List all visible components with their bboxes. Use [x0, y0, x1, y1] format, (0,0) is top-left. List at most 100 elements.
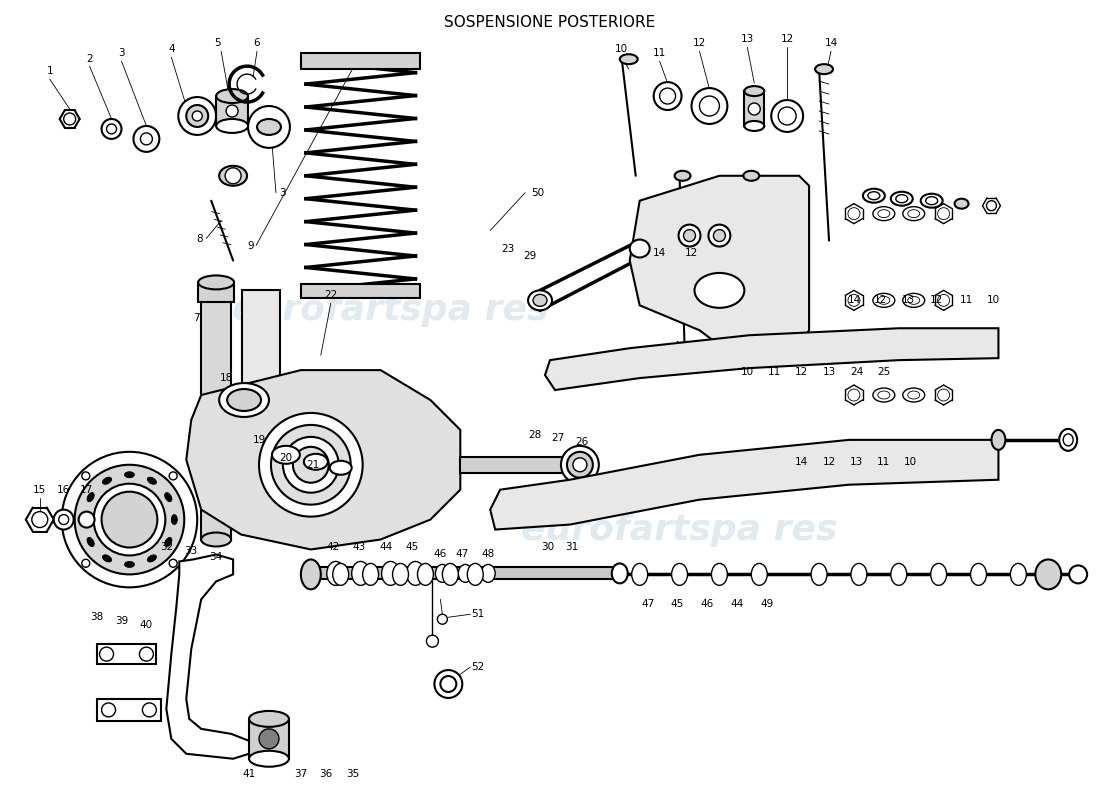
Ellipse shape — [751, 563, 767, 586]
Ellipse shape — [81, 514, 88, 525]
Text: 38: 38 — [90, 612, 103, 622]
Text: 3: 3 — [118, 48, 124, 58]
Ellipse shape — [712, 563, 727, 586]
Bar — [745, 91, 764, 126]
Ellipse shape — [363, 563, 378, 586]
Ellipse shape — [873, 206, 894, 221]
Ellipse shape — [192, 111, 202, 121]
Ellipse shape — [442, 563, 459, 586]
Text: SOSPENSIONE POSTERIORE: SOSPENSIONE POSTERIORE — [444, 15, 656, 30]
Circle shape — [101, 703, 116, 717]
Text: 45: 45 — [671, 599, 684, 610]
Text: 50: 50 — [531, 188, 544, 198]
Text: 10: 10 — [904, 457, 917, 466]
Circle shape — [94, 484, 165, 555]
Text: eurofartspa res: eurofartspa res — [521, 513, 838, 546]
Text: 31: 31 — [565, 542, 579, 553]
Text: 8: 8 — [196, 234, 202, 243]
Ellipse shape — [921, 194, 943, 208]
Ellipse shape — [745, 86, 764, 96]
Text: 45: 45 — [406, 542, 419, 553]
Bar — [311, 567, 619, 579]
Ellipse shape — [272, 446, 300, 464]
Ellipse shape — [908, 210, 920, 218]
Ellipse shape — [257, 119, 280, 135]
Ellipse shape — [304, 454, 328, 470]
Ellipse shape — [217, 119, 249, 133]
Ellipse shape — [102, 555, 111, 562]
Ellipse shape — [198, 275, 234, 290]
Circle shape — [227, 105, 238, 117]
Ellipse shape — [87, 493, 95, 502]
Text: 24: 24 — [850, 367, 864, 377]
Circle shape — [75, 465, 185, 574]
Text: 25: 25 — [877, 367, 891, 377]
Ellipse shape — [393, 563, 408, 586]
Circle shape — [937, 294, 949, 306]
Ellipse shape — [249, 711, 289, 727]
Circle shape — [100, 647, 113, 661]
Text: 11: 11 — [653, 48, 667, 58]
Bar — [249, 719, 289, 758]
Ellipse shape — [744, 170, 759, 181]
Text: 12: 12 — [685, 247, 698, 258]
Text: 39: 39 — [114, 616, 128, 626]
Ellipse shape — [908, 466, 920, 474]
Ellipse shape — [434, 670, 462, 698]
Circle shape — [692, 88, 727, 124]
Ellipse shape — [534, 294, 547, 306]
Circle shape — [81, 559, 90, 567]
Text: 46: 46 — [701, 599, 714, 610]
Ellipse shape — [352, 562, 370, 586]
Text: 11: 11 — [768, 367, 781, 377]
Ellipse shape — [172, 514, 177, 525]
Text: 13: 13 — [850, 457, 864, 466]
Ellipse shape — [619, 54, 638, 64]
Text: 13: 13 — [740, 34, 754, 44]
Circle shape — [32, 512, 47, 527]
Bar — [460, 457, 580, 473]
Text: 12: 12 — [794, 367, 807, 377]
Text: 13: 13 — [823, 367, 836, 377]
Ellipse shape — [873, 294, 894, 307]
Text: 10: 10 — [740, 367, 754, 377]
Ellipse shape — [672, 563, 688, 586]
Text: 11: 11 — [877, 457, 891, 466]
Ellipse shape — [528, 290, 552, 310]
Ellipse shape — [891, 192, 913, 206]
Text: 33: 33 — [185, 546, 198, 557]
Text: 12: 12 — [781, 34, 794, 44]
Ellipse shape — [217, 89, 249, 103]
Ellipse shape — [903, 294, 925, 307]
Text: 47: 47 — [455, 550, 469, 559]
Ellipse shape — [1011, 563, 1026, 586]
Ellipse shape — [878, 466, 890, 474]
Ellipse shape — [811, 563, 827, 586]
Ellipse shape — [102, 477, 111, 484]
Text: 13: 13 — [902, 295, 915, 306]
Circle shape — [700, 96, 719, 116]
Text: 47: 47 — [641, 599, 654, 610]
Ellipse shape — [440, 676, 456, 692]
Text: 36: 36 — [319, 769, 332, 778]
Ellipse shape — [868, 192, 880, 200]
Ellipse shape — [418, 563, 433, 586]
Circle shape — [937, 464, 949, 476]
Text: 6: 6 — [254, 38, 261, 48]
Text: 48: 48 — [482, 550, 495, 559]
Text: 14: 14 — [794, 457, 807, 466]
Ellipse shape — [382, 562, 399, 586]
Ellipse shape — [891, 563, 906, 586]
Text: 14: 14 — [653, 247, 667, 258]
Ellipse shape — [745, 121, 764, 131]
Text: 1: 1 — [46, 66, 53, 76]
Circle shape — [283, 437, 339, 493]
Ellipse shape — [242, 493, 279, 506]
Circle shape — [771, 100, 803, 132]
Ellipse shape — [333, 563, 349, 586]
Text: 10: 10 — [615, 44, 628, 54]
Text: 41: 41 — [242, 769, 255, 778]
Ellipse shape — [327, 562, 344, 586]
Text: 37: 37 — [294, 769, 308, 778]
Circle shape — [258, 413, 363, 517]
